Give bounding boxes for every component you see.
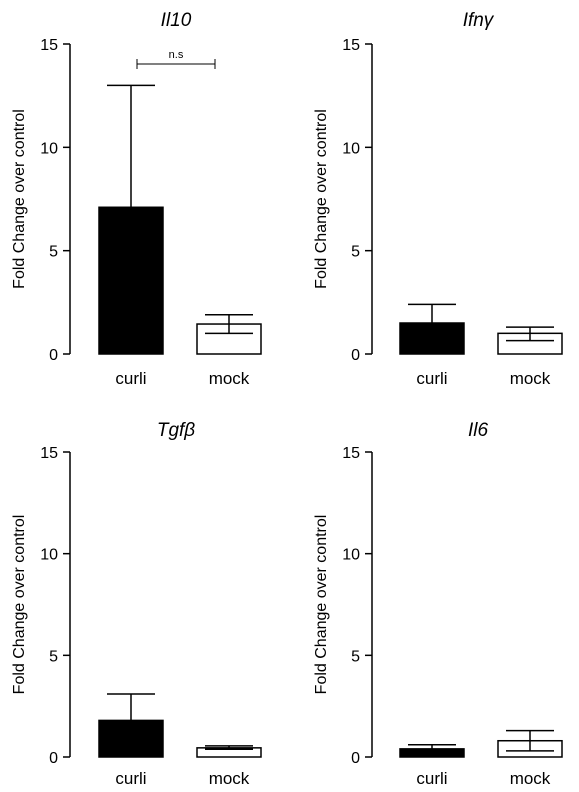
category-label-curli: curli — [416, 769, 447, 788]
bar-curli — [98, 719, 164, 758]
category-label-mock: mock — [209, 769, 250, 788]
category-label-curli: curli — [115, 769, 146, 788]
y-tick-label: 10 — [40, 140, 58, 157]
chart-title: Il6 — [468, 420, 489, 441]
y-tick-label: 0 — [49, 750, 58, 767]
y-tick-label: 0 — [351, 347, 360, 364]
chart-title: Il10 — [161, 10, 192, 31]
category-label-mock: mock — [510, 769, 551, 788]
significance-label: n.s — [169, 49, 184, 61]
y-tick-label: 5 — [49, 648, 58, 665]
y-tick-label: 10 — [342, 140, 360, 157]
y-tick-label: 5 — [351, 244, 360, 261]
bar-curli — [98, 206, 164, 355]
chart-panel-4: Il6 Fold Change over control 0 5 10 15 curli mo… — [313, 420, 563, 788]
bar-curli — [399, 748, 465, 758]
chart-panel-1: Il10 Fold Change over control 0 5 10 15 curli m… — [11, 10, 262, 388]
y-axis-label: Fold Change over control — [313, 109, 330, 289]
y-tick-label: 0 — [351, 750, 360, 767]
y-tick-label: 5 — [351, 648, 360, 665]
y-tick-label: 0 — [49, 347, 58, 364]
chart-panel-3: Tgfβ Fold Change over control 0 5 10 15 curli m… — [11, 420, 262, 788]
chart-panel-2: Ifnγ Fold Change over control 0 5 10 15 curli m… — [313, 10, 563, 388]
category-label-curli: curli — [115, 369, 146, 388]
y-tick-label: 5 — [49, 244, 58, 261]
y-axis-label: Fold Change over control — [11, 109, 28, 289]
category-label-mock: mock — [209, 369, 250, 388]
chart-title: Ifnγ — [463, 10, 495, 31]
category-label-mock: mock — [510, 369, 551, 388]
category-label-curli: curli — [416, 369, 447, 388]
y-tick-label: 10 — [40, 547, 58, 564]
y-axis-label: Fold Change over control — [11, 515, 28, 695]
chart-title: Tgfβ — [157, 420, 195, 441]
y-axis-label: Fold Change over control — [313, 515, 330, 695]
y-tick-label: 15 — [40, 445, 58, 462]
y-tick-label: 15 — [342, 445, 360, 462]
y-tick-label: 15 — [40, 37, 58, 54]
y-tick-label: 10 — [342, 547, 360, 564]
y-tick-label: 15 — [342, 37, 360, 54]
bar-curli — [399, 322, 465, 355]
